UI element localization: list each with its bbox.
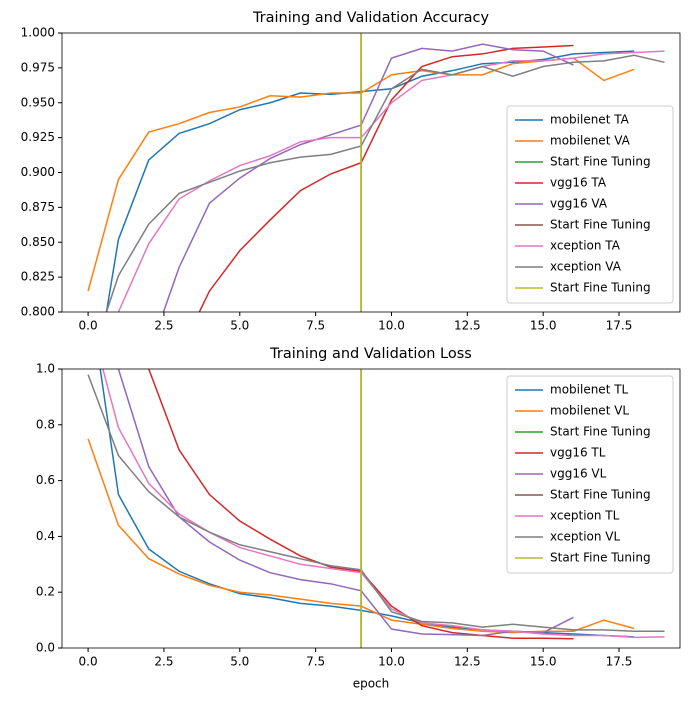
legend-label: xception TA [550,239,621,253]
legend-label: vgg16 TA [550,176,607,190]
legend-label: mobilenet VA [550,134,631,148]
legend: mobilenet TA mobilenet VA Start Fine Tunin… [506,105,674,304]
x-tick-label: 0.0 [79,655,98,669]
legend: mobilenet TL mobilenet VL Start Fine Tunin… [506,375,674,574]
x-tick-label: 0.0 [79,319,98,333]
y-tick-label: 0.8 [36,417,55,431]
legend-label: xception VL [550,530,620,544]
y-tick-label: 0.4 [36,529,55,543]
chart-title: Training and Validation Loss [269,346,472,362]
y-tick-label: 0.950 [21,95,55,109]
x-tick-label: 2.5 [154,655,173,669]
axes-frame [61,368,681,649]
y-tick-label: 1.000 [21,26,55,40]
y-tick-label: 0.800 [21,305,55,319]
legend-label: vgg16 VL [550,467,607,481]
legend-box [506,375,674,574]
series-line [198,44,574,312]
x-tick-label: 17.5 [606,319,633,333]
x-tick-label: 10.0 [378,655,405,669]
series-line [117,369,574,637]
y-tick-label: 0.825 [21,270,55,284]
legend-label: mobilenet TL [550,383,629,397]
x-tick-label: 7.5 [306,319,325,333]
subplot: Training and Validation Accuracy 0.0 2.5 5.… [21,10,681,333]
x-tick-label: 5.0 [230,655,249,669]
x-axis-label: epoch [353,677,390,691]
legend-label: xception VA [550,260,622,274]
chart-title: Training and Validation Accuracy [252,10,490,26]
lines [87,369,665,648]
subplot: Training and Validation Loss 0.0 2.5 5.0 7.5… [36,346,681,691]
axes-frame [61,32,681,313]
x-tick-label: 5.0 [230,319,249,333]
legend-label: mobilenet VL [550,404,629,418]
legend-label: Start Fine Tuning [550,425,651,439]
y-tick-label: 0.6 [36,473,55,487]
x-tick-label: 2.5 [154,319,173,333]
legend-label: mobilenet TA [550,113,630,127]
series-line [162,43,574,312]
y-tick-label: 0.900 [21,165,55,179]
x-tick-label: 15.0 [530,655,557,669]
legend-label: Start Fine Tuning [550,155,651,169]
y-tick-label: 0.850 [21,235,55,249]
x-tick-label: 10.0 [378,319,405,333]
legend-label: vgg16 TL [550,446,606,460]
legend-label: Start Fine Tuning [550,218,651,232]
legend-label: xception TL [550,509,620,523]
x-tick-label: 15.0 [530,319,557,333]
legend-label: Start Fine Tuning [550,551,651,565]
y-tick-label: 0.0 [36,641,55,655]
y-tick-label: 0.925 [21,130,55,144]
legend-label: vgg16 VA [550,197,608,211]
x-tick-label: 7.5 [306,655,325,669]
series-line [105,54,665,312]
y-tick-label: 0.875 [21,200,55,214]
series-line [87,374,665,633]
legend-box [506,105,674,304]
y-tick-label: 1.0 [36,362,55,376]
legend-label: Start Fine Tuning [550,488,651,502]
y-tick-label: 0.975 [21,60,55,74]
x-tick-label: 17.5 [606,655,633,669]
y-tick-label: 0.2 [36,585,55,599]
x-tick-label: 12.5 [454,655,481,669]
x-tick-label: 12.5 [454,319,481,333]
series-line [117,50,665,312]
legend-label: Start Fine Tuning [550,281,651,295]
series-line [147,369,574,640]
lines [87,33,665,312]
